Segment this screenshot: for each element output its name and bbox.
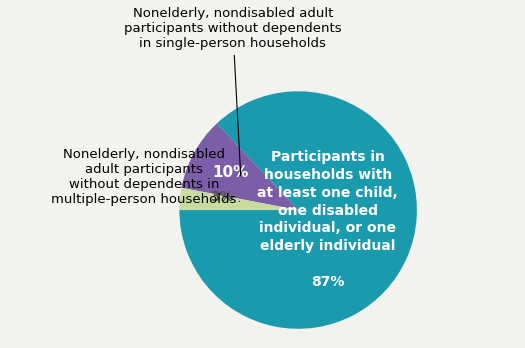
Text: 10%: 10% [212,165,249,180]
Text: Nonelderly, nondisabled adult
participants without dependents
in single-person h: Nonelderly, nondisabled adult participan… [124,7,342,176]
Text: 3%: 3% [210,190,234,204]
Wedge shape [180,188,298,210]
Wedge shape [182,124,298,210]
Wedge shape [180,91,417,329]
Text: Nonelderly, nondisabled
adult participants
without dependents in
multiple-person: Nonelderly, nondisabled adult participan… [51,148,239,206]
Text: Participants in
households with
at least one child,
one disabled
individual, or : Participants in households with at least… [257,150,398,289]
